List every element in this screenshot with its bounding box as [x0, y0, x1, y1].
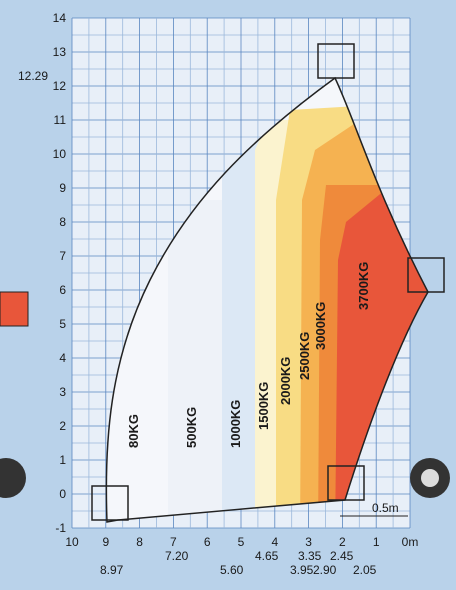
y-tick-label: 6: [59, 283, 66, 297]
reach-label: 3.95: [290, 563, 314, 577]
x-tick-label: 3: [305, 535, 312, 549]
zone-label: 2000KG: [278, 357, 293, 405]
reach-label: 2.90: [313, 563, 337, 577]
reach-label: 2.45: [330, 549, 354, 563]
reach-label: 8.97: [100, 563, 124, 577]
x-tick-label: 4: [271, 535, 278, 549]
zone-label: 500KG: [184, 407, 199, 448]
reach-label: 4.65: [255, 549, 279, 563]
zone-label: 1500KG: [256, 382, 271, 430]
y-tick-label: 4: [59, 351, 66, 365]
fork-icon: [0, 292, 28, 326]
y-tick-label: 8: [59, 215, 66, 229]
y-tick-label: 11: [54, 113, 67, 127]
x-tick-label: 7: [170, 535, 177, 549]
reach-label: 2.05: [353, 563, 377, 577]
x-tick-label: 0m: [402, 535, 419, 549]
load-chart: 0.5m 12.29 14131211109876543210-11098765…: [0, 0, 456, 585]
wheel-icon: [0, 458, 26, 498]
x-tick-label: 2: [339, 535, 346, 549]
zone-label: 80KG: [126, 414, 141, 448]
y-tick-label: 1: [59, 453, 66, 467]
x-tick-label: 1: [373, 535, 380, 549]
y-tick-label: 7: [59, 249, 66, 263]
reach-label: 5.60: [220, 563, 244, 577]
y-tick-label: 0: [59, 487, 66, 501]
offset-label: 0.5m: [372, 501, 399, 515]
max-height-label: 12.29: [18, 69, 48, 83]
y-tick-label: 12: [53, 79, 67, 93]
y-tick-label: 2: [59, 419, 66, 433]
page: {"y_axis": {"labels": ["14","13","12","1…: [0, 0, 456, 585]
zone-label: 1000KG: [228, 400, 243, 448]
zone-label: 2500KG: [297, 332, 312, 380]
x-tick-label: 8: [136, 535, 143, 549]
x-tick-label: 6: [204, 535, 211, 549]
reach-label: 3.35: [298, 549, 322, 563]
x-tick-label: 10: [65, 535, 79, 549]
zone-label: 3000KG: [313, 302, 328, 350]
wheel-icon: [421, 469, 439, 487]
x-tick-label: 9: [102, 535, 109, 549]
y-tick-label: 3: [59, 385, 66, 399]
y-tick-label: 14: [53, 11, 67, 25]
y-tick-label: 13: [53, 45, 67, 59]
reach-label: 7.20: [165, 549, 189, 563]
y-tick-label: 5: [59, 317, 66, 331]
x-tick-label: 5: [238, 535, 245, 549]
zone-label: 3700KG: [356, 262, 371, 310]
y-tick-label: 10: [53, 147, 67, 161]
y-tick-label: -1: [55, 521, 66, 535]
y-tick-label: 9: [59, 181, 66, 195]
